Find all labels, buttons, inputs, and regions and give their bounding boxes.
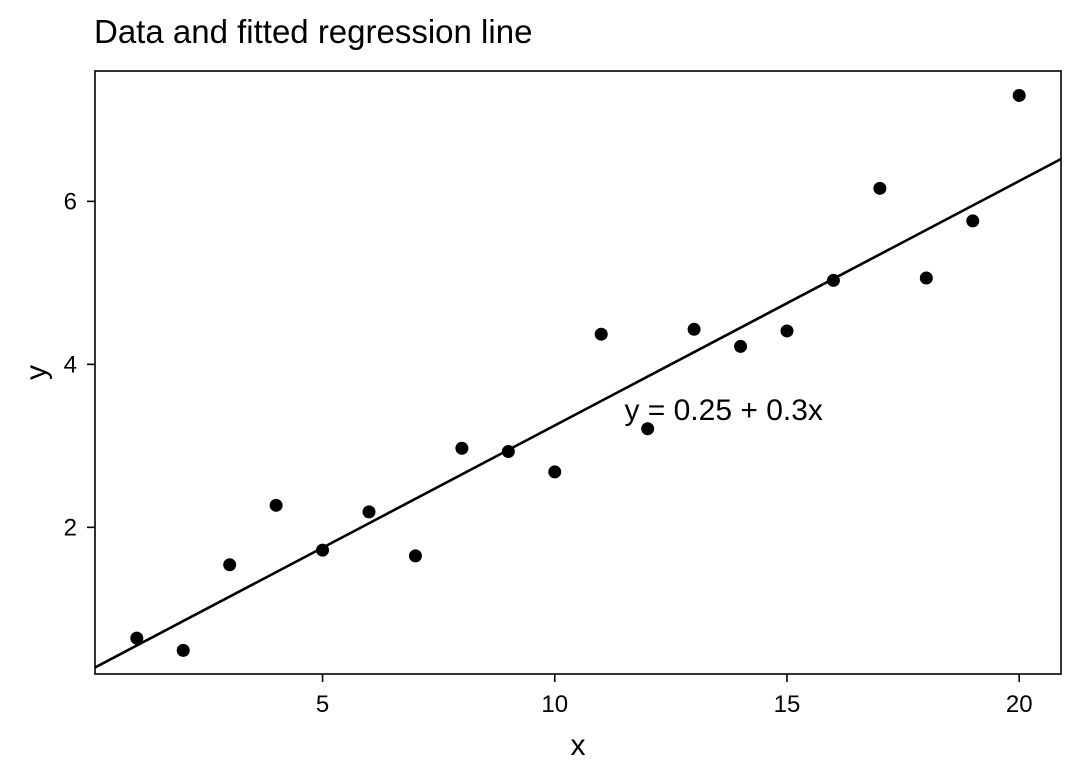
data-point (687, 322, 701, 336)
x-tick-label: 5 (316, 691, 329, 718)
data-point (641, 422, 655, 436)
data-point (455, 441, 469, 455)
data-point (919, 271, 933, 285)
data-point (966, 214, 980, 228)
x-tick-label: 10 (541, 691, 568, 718)
data-point (269, 498, 283, 512)
data-point (408, 549, 422, 563)
x-tick-label: 20 (1006, 691, 1033, 718)
x-tick-label: 15 (774, 691, 801, 718)
data-point (176, 643, 190, 657)
data-point (362, 505, 376, 519)
x-axis-label: x (571, 729, 586, 762)
y-tick-label: 6 (64, 188, 77, 215)
data-point (130, 631, 144, 645)
y-axis-label: y (20, 365, 53, 380)
regression-line (94, 157, 1062, 669)
plot-frame (94, 70, 1062, 675)
y-tick-label: 4 (64, 351, 77, 378)
data-point (873, 181, 887, 195)
data-point (548, 465, 562, 479)
data-point (734, 339, 748, 353)
data-point (316, 543, 330, 557)
data-point (780, 324, 794, 338)
data-point (594, 327, 608, 341)
data-point (1012, 88, 1026, 102)
plot-layer: 5 10 15 20 2 4 6 (64, 70, 1062, 718)
data-point (501, 445, 515, 459)
y-tick-label: 2 (64, 514, 77, 541)
data-point (223, 558, 237, 572)
chart-title: Data and fitted regression line (94, 13, 533, 50)
data-point (826, 273, 840, 287)
regression-equation-annotation: y = 0.25 + 0.3x (624, 394, 822, 427)
